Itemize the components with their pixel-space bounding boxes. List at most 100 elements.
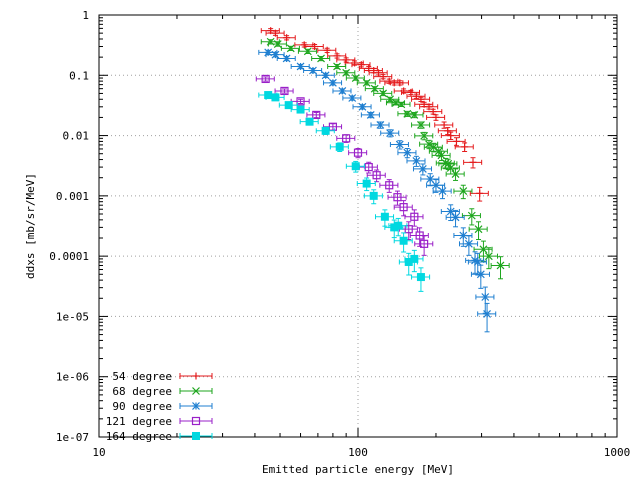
data-point: [453, 184, 473, 200]
y-tick-label: 0.001: [56, 190, 89, 203]
point-marker: [481, 293, 490, 301]
data-point: [297, 47, 317, 56]
data-point: [303, 66, 323, 75]
point-marker: [312, 110, 321, 120]
data-point: [379, 179, 399, 193]
data-point: [315, 71, 335, 80]
data-point: [380, 129, 400, 138]
data-point: [311, 54, 331, 63]
point-marker: [342, 134, 351, 143]
data-point: [255, 74, 275, 84]
data-point: [391, 100, 411, 109]
data-point: [306, 110, 326, 120]
data-point: [336, 56, 356, 64]
y-tick-label: 1: [82, 9, 89, 22]
data-point: [412, 163, 433, 176]
data-point: [323, 78, 343, 87]
point-marker: [391, 98, 400, 107]
point-marker: [286, 44, 295, 53]
point-marker: [309, 66, 317, 75]
legend-label: 164 degree: [106, 430, 172, 443]
point-marker: [296, 62, 305, 71]
point-marker: [432, 181, 440, 190]
legend: 54 degree 68 degree 90 degree 121 degree 164…: [106, 370, 213, 443]
point-marker: [426, 175, 435, 183]
point-marker: [296, 105, 305, 114]
point-marker: [410, 111, 419, 119]
data-point: [276, 54, 296, 63]
data-point: [290, 62, 310, 71]
point-marker: [403, 148, 412, 157]
point-marker: [434, 147, 443, 156]
legend-label: 90 degree: [112, 400, 172, 413]
data-point: [375, 209, 395, 227]
point-marker: [417, 121, 425, 129]
point-marker: [438, 187, 447, 196]
data-point: [393, 87, 413, 95]
data-point: [299, 117, 319, 126]
data-point: [294, 41, 314, 49]
data-point: [490, 256, 510, 280]
data-point: [280, 44, 300, 53]
point-marker: [362, 78, 371, 87]
data-point: [384, 219, 404, 239]
point-marker: [317, 54, 325, 63]
point-marker: [479, 245, 488, 254]
data-point: [470, 264, 490, 289]
point-marker: [348, 94, 357, 102]
legend-marker: [191, 416, 201, 426]
data-point: [315, 126, 335, 135]
data-point: [426, 113, 446, 121]
point-marker: [416, 273, 425, 282]
data-point: [468, 221, 488, 241]
data-point: [440, 131, 460, 141]
point-marker: [261, 74, 270, 84]
data-point: [360, 111, 380, 119]
data-point: [366, 169, 386, 183]
data-point: [445, 168, 465, 181]
data-point: [453, 227, 473, 247]
data-point: [363, 189, 383, 205]
data-point: [434, 121, 454, 129]
point-marker: [328, 122, 338, 131]
data-point: [423, 108, 443, 116]
point-marker: [418, 164, 427, 173]
data-point: [278, 101, 298, 110]
data-point: [368, 69, 388, 77]
point-marker: [410, 212, 419, 221]
point-marker: [473, 258, 482, 266]
legend-label: 68 degree: [112, 385, 172, 398]
data-point: [432, 184, 452, 200]
data-point: [420, 173, 440, 187]
point-marker: [412, 156, 421, 165]
legend-marker: [192, 387, 200, 395]
data-point: [356, 177, 376, 192]
data-point: [336, 134, 356, 143]
data-point: [370, 121, 390, 129]
point-marker: [483, 310, 491, 318]
data-point: [336, 68, 356, 77]
series-68-degree: [260, 37, 510, 280]
legend-entry: 90 degree: [112, 400, 213, 413]
point-marker: [496, 261, 505, 270]
data-point: [461, 208, 481, 226]
data-point: [332, 87, 352, 95]
point-marker: [451, 213, 460, 222]
point-marker: [446, 164, 455, 172]
point-marker: [385, 181, 394, 190]
data-point: [446, 137, 466, 147]
point-marker: [451, 170, 460, 178]
data-point: [475, 286, 495, 314]
data-point: [411, 121, 431, 129]
point-marker: [386, 95, 395, 104]
data-point: [454, 142, 474, 152]
data-point: [389, 79, 409, 87]
point-marker: [362, 179, 371, 188]
data-point: [404, 209, 424, 227]
x-axis-label: Emitted particle energy [MeV]: [262, 463, 454, 476]
point-marker: [328, 78, 337, 87]
data-point: [478, 247, 498, 270]
point-marker: [399, 203, 408, 212]
point-marker: [425, 140, 433, 149]
